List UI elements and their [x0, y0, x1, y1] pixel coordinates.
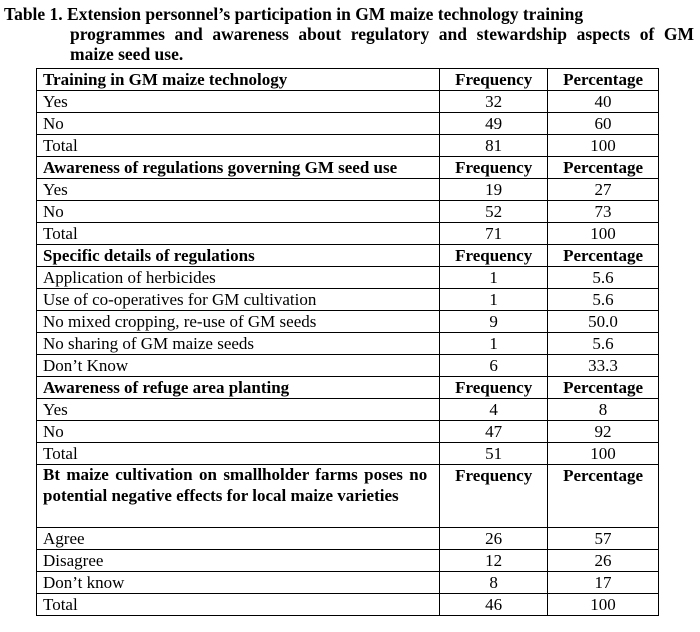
row-label: Yes	[35, 398, 441, 421]
percentage-cell: 57	[547, 527, 659, 550]
percentage-cell: 5.6	[547, 288, 659, 311]
table-caption: Table 1. Extension personnel’s participa…	[4, 4, 694, 64]
caption-line-continuation: programmes and awareness about regulator…	[70, 24, 694, 64]
frequency-cell: 32	[439, 90, 549, 113]
percentage-cell: 26	[547, 549, 659, 572]
percentage-cell: 100	[547, 593, 659, 616]
frequency-cell: 46	[439, 593, 549, 616]
table-row: Yes 32 40	[35, 90, 659, 113]
frequency-cell: 1	[439, 332, 549, 355]
frequency-header: Frequency	[439, 156, 549, 179]
row-label: Disagree	[35, 549, 441, 572]
row-label: Total	[35, 222, 441, 245]
percentage-cell: 40	[547, 90, 659, 113]
percentage-cell: 50.0	[547, 310, 659, 333]
row-label: No	[35, 420, 441, 443]
table-row: Yes 4 8	[35, 398, 659, 421]
table-row: No 49 60	[35, 112, 659, 135]
percentage-cell: 27	[547, 178, 659, 201]
section-heading: Specific details of regulations	[35, 244, 441, 267]
row-label: Don’t know	[35, 571, 441, 594]
row-label: Total	[35, 442, 441, 465]
percentage-cell: 73	[547, 200, 659, 223]
frequency-cell: 26	[439, 527, 549, 550]
percentage-cell: 100	[547, 442, 659, 465]
frequency-cell: 1	[439, 288, 549, 311]
table-row: Total 51 100	[35, 442, 659, 465]
frequency-header: Frequency	[439, 464, 549, 528]
percentage-cell: 8	[547, 398, 659, 421]
table-row: Don’t Know 6 33.3	[35, 354, 659, 377]
table-row: Total 46 100	[35, 593, 659, 616]
frequency-cell: 49	[439, 112, 549, 135]
section-header-row: Bt maize cultivation on smallholder farm…	[35, 464, 659, 528]
section-header-row: Awareness of regulations governing GM se…	[35, 156, 659, 179]
section-header-row: Specific details of regulations Frequenc…	[35, 244, 659, 267]
row-label: No	[35, 112, 441, 135]
row-label: Agree	[35, 527, 441, 550]
percentage-cell: 60	[547, 112, 659, 135]
table-row: Total 71 100	[35, 222, 659, 245]
frequency-cell: 19	[439, 178, 549, 201]
section-heading: Training in GM maize technology	[35, 68, 441, 91]
percentage-cell: 92	[547, 420, 659, 443]
percentage-cell: 33.3	[547, 354, 659, 377]
percentage-header: Percentage	[547, 244, 659, 267]
frequency-header: Frequency	[439, 68, 549, 91]
percentage-header: Percentage	[547, 376, 659, 399]
row-label: No mixed cropping, re-use of GM seeds	[35, 310, 441, 333]
row-label: Don’t Know	[35, 354, 441, 377]
row-label: No sharing of GM maize seeds	[35, 332, 441, 355]
data-table: Training in GM maize technology Frequenc…	[35, 68, 659, 616]
row-label: No	[35, 200, 441, 223]
table-row: Application of herbicides 1 5.6	[35, 266, 659, 289]
row-label: Yes	[35, 90, 441, 113]
row-label: Application of herbicides	[35, 266, 441, 289]
percentage-header: Percentage	[547, 68, 659, 91]
table-row: Agree 26 57	[35, 527, 659, 550]
table-row: Disagree 12 26	[35, 549, 659, 572]
percentage-header: Percentage	[547, 464, 659, 528]
frequency-header: Frequency	[439, 244, 549, 267]
section-heading: Awareness of refuge area planting	[35, 376, 441, 399]
caption-line-lead: Table 1. Extension personnel’s participa…	[4, 4, 584, 24]
section-header-row: Awareness of refuge area planting Freque…	[35, 376, 659, 399]
section-heading: Awareness of regulations governing GM se…	[35, 156, 441, 179]
frequency-cell: 4	[439, 398, 549, 421]
table-row: No sharing of GM maize seeds 1 5.6	[35, 332, 659, 355]
frequency-cell: 9	[439, 310, 549, 333]
frequency-cell: 51	[439, 442, 549, 465]
frequency-cell: 6	[439, 354, 549, 377]
row-label: Total	[35, 593, 441, 616]
frequency-cell: 47	[439, 420, 549, 443]
percentage-cell: 5.6	[547, 332, 659, 355]
table-row: No mixed cropping, re-use of GM seeds 9 …	[35, 310, 659, 333]
frequency-cell: 71	[439, 222, 549, 245]
table-row: Don’t know 8 17	[35, 571, 659, 594]
frequency-cell: 81	[439, 134, 549, 157]
table-row: Total 81 100	[35, 134, 659, 157]
row-label: Use of co-operatives for GM cultivation	[35, 288, 441, 311]
percentage-cell: 100	[547, 134, 659, 157]
row-label: Yes	[35, 178, 441, 201]
table-row: No 47 92	[35, 420, 659, 443]
table-row: No 52 73	[35, 200, 659, 223]
section-header-row: Training in GM maize technology Frequenc…	[35, 68, 659, 91]
frequency-cell: 12	[439, 549, 549, 572]
section-heading: Bt maize cultivation on smallholder farm…	[35, 464, 441, 528]
table-row: Yes 19 27	[35, 178, 659, 201]
frequency-cell: 52	[439, 200, 549, 223]
frequency-cell: 1	[439, 266, 549, 289]
frequency-header: Frequency	[439, 376, 549, 399]
frequency-cell: 8	[439, 571, 549, 594]
percentage-cell: 17	[547, 571, 659, 594]
section-heading-text: Bt maize cultivation on smallholder farm…	[43, 465, 428, 505]
table-row: Use of co-operatives for GM cultivation …	[35, 288, 659, 311]
percentage-cell: 5.6	[547, 266, 659, 289]
percentage-header: Percentage	[547, 156, 659, 179]
row-label: Total	[35, 134, 441, 157]
percentage-cell: 100	[547, 222, 659, 245]
